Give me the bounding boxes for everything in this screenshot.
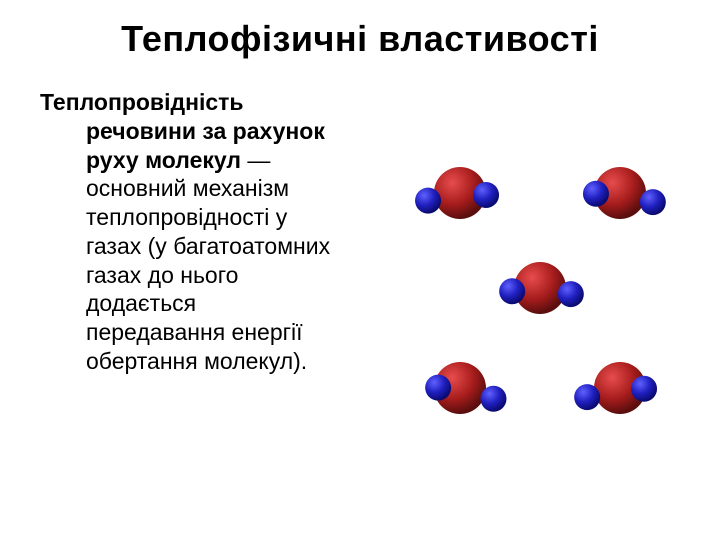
water-molecule xyxy=(570,143,670,243)
slide-title: Теплофізичні властивості xyxy=(40,18,680,60)
water-molecule xyxy=(410,338,510,438)
water-molecule xyxy=(570,338,670,438)
molecule-figure xyxy=(350,88,680,448)
water-molecule xyxy=(490,238,590,338)
text-column: Теплопровідність речовини за рахунок рух… xyxy=(40,88,340,376)
body-bold: Теплопровідність речовини за рахунок рух… xyxy=(40,89,325,173)
body-rest: — основний механізм теплопровідності у г… xyxy=(86,147,330,374)
content-row: Теплопровідність речовини за рахунок рух… xyxy=(40,88,680,448)
body-paragraph: Теплопровідність речовини за рахунок рух… xyxy=(40,88,340,376)
slide: Теплофізичні властивості Теплопровідніст… xyxy=(0,0,720,540)
water-molecule xyxy=(410,143,510,243)
